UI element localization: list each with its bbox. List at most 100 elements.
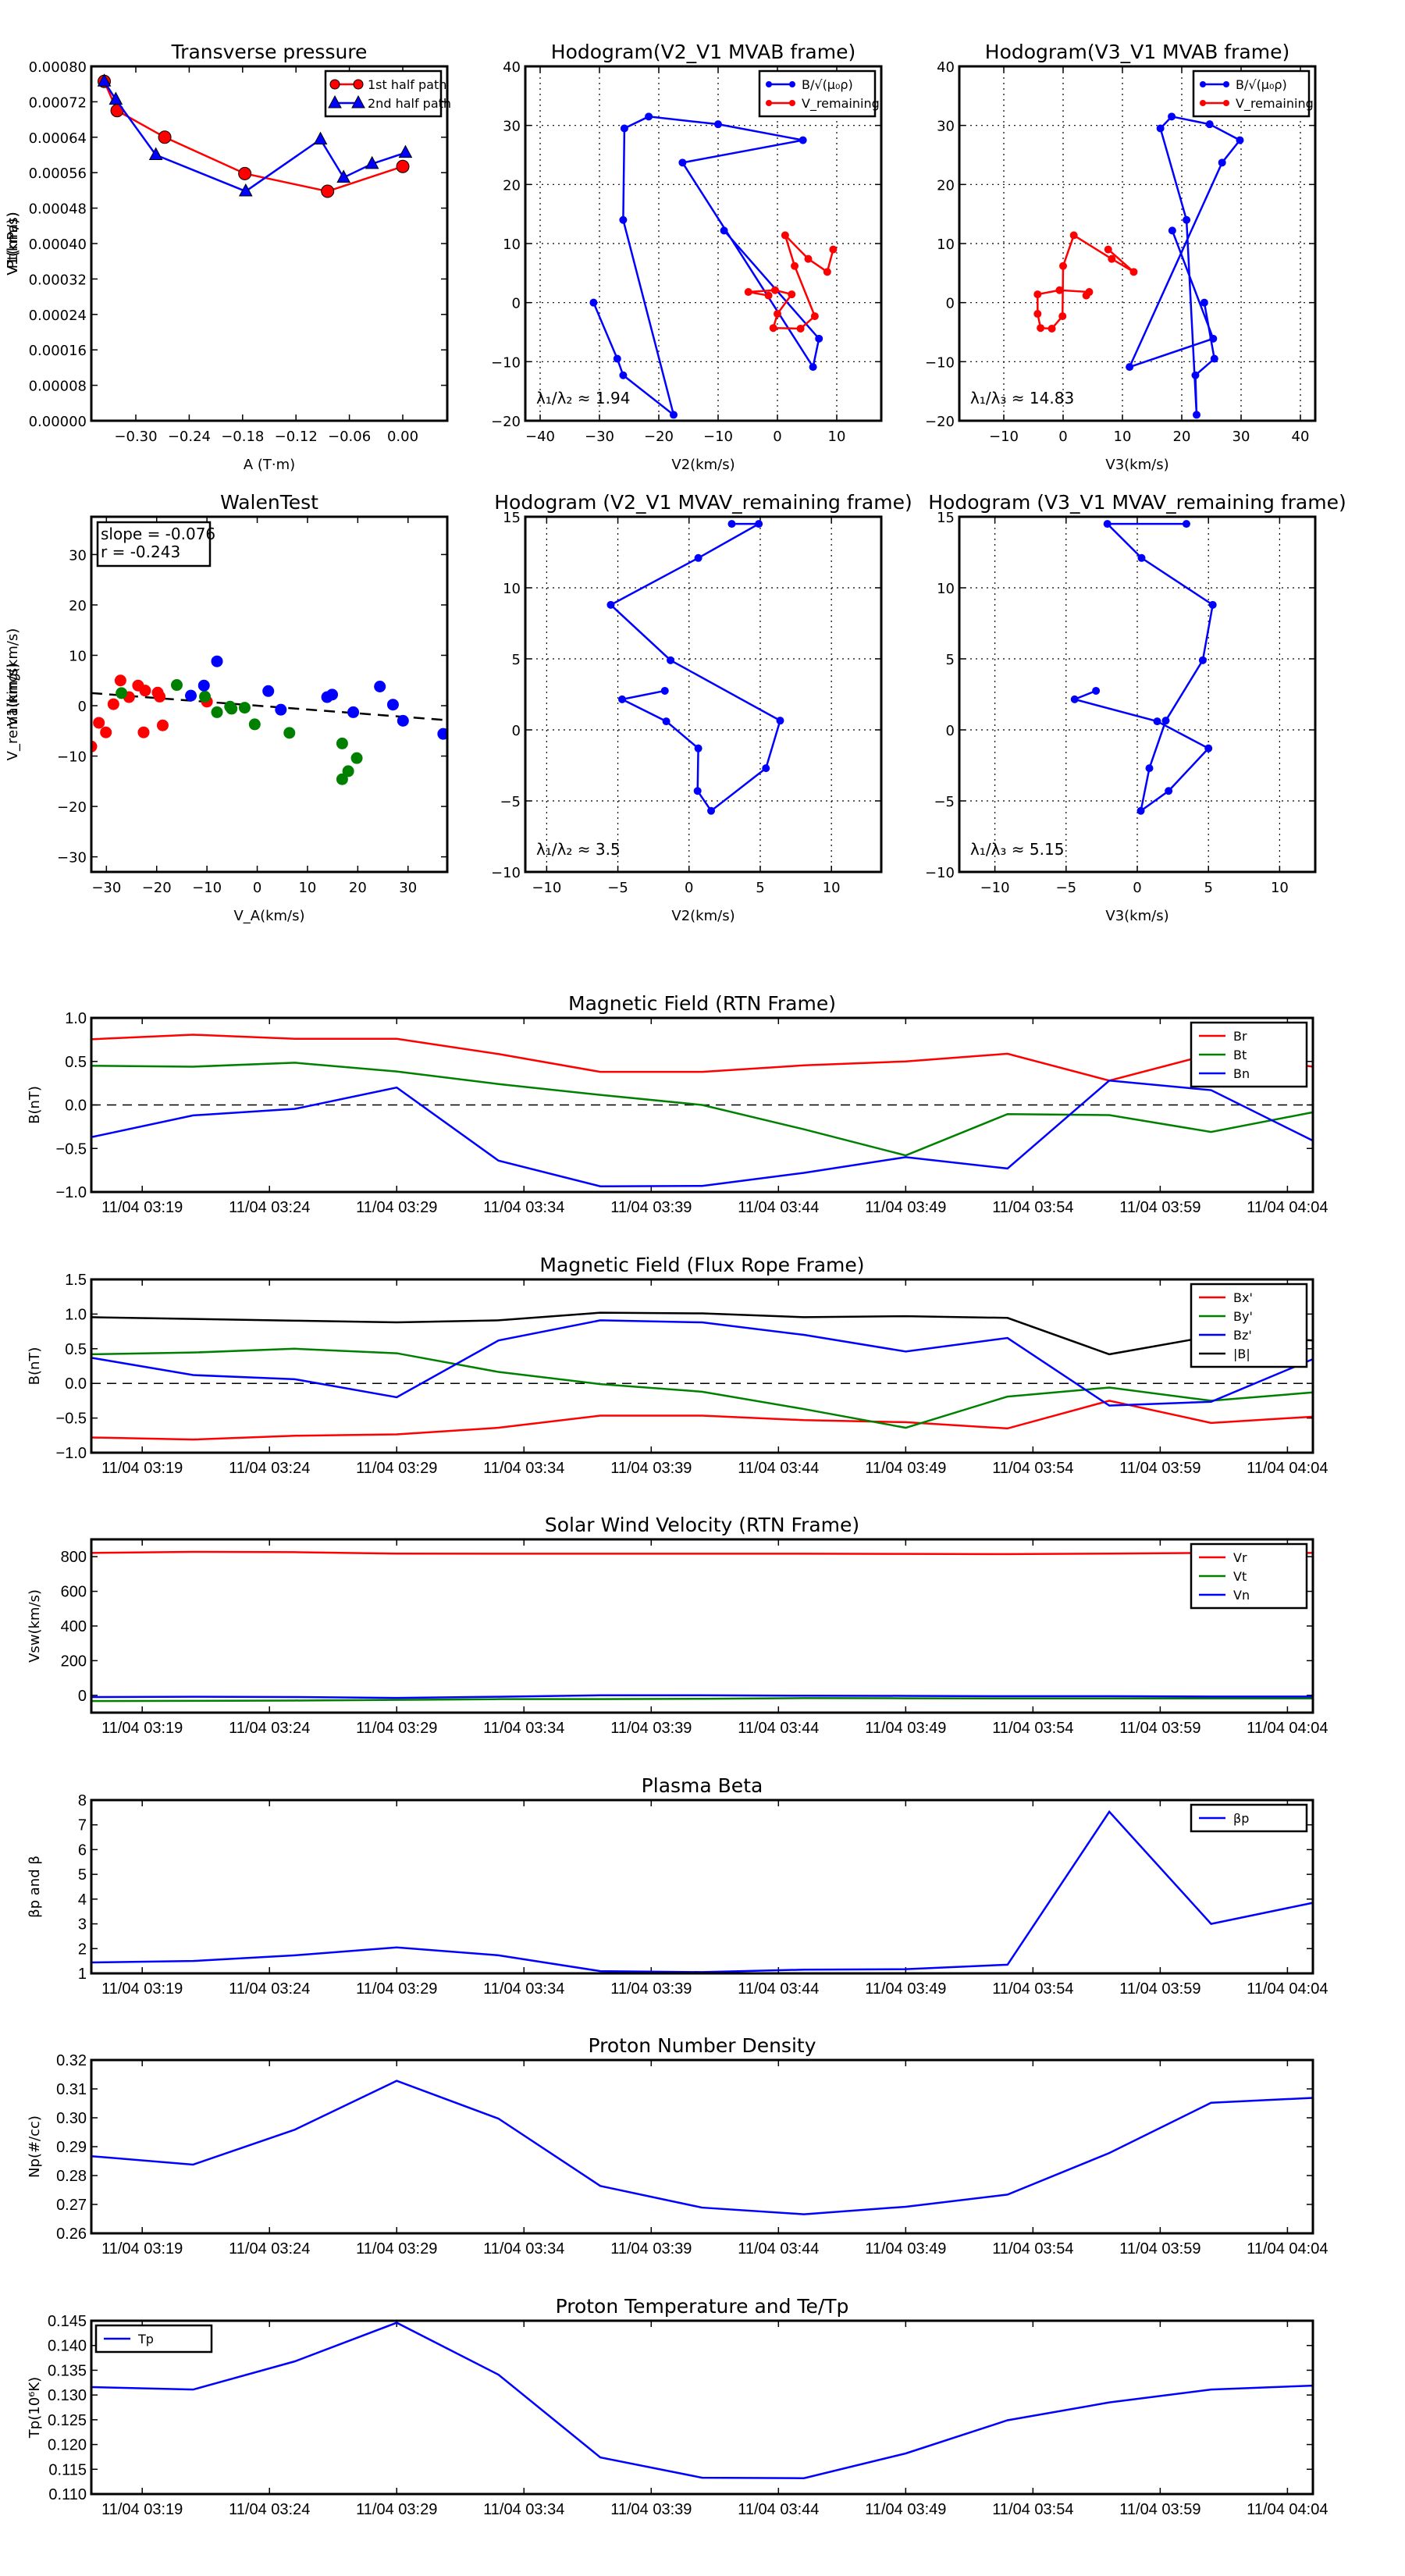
plot-frame — [90, 65, 449, 422]
chart-title: Hodogram(V3_V1 MVAB frame) — [985, 41, 1289, 63]
chart-title: Solar Wind Velocity (RTN Frame) — [545, 1514, 859, 1536]
series-line — [91, 1062, 1314, 1157]
y-tick-label: 0.00064 — [29, 130, 87, 147]
data-point — [613, 354, 621, 363]
x-tick-label: 11/04 04:04 — [1247, 2501, 1328, 2518]
legend-label: Vn — [1233, 1588, 1250, 1603]
x-tick-label: 30 — [399, 880, 417, 896]
data-point — [238, 166, 252, 180]
data-point — [100, 726, 112, 738]
data-point — [137, 726, 150, 738]
data-point — [197, 679, 210, 692]
legend-label: B/√(μ₀ρ) — [1236, 77, 1287, 92]
x-tick-label: 11/04 03:59 — [1119, 1720, 1200, 1737]
x-tick-label: 11/04 03:39 — [610, 1199, 692, 1216]
x-tick-label: −5 — [607, 880, 628, 896]
x-tick-label: 11/04 03:49 — [865, 1980, 946, 1998]
data-point — [350, 752, 363, 764]
legend-label: Bx' — [1233, 1290, 1253, 1305]
legend: B/√(μ₀ρ) V_remaining — [1192, 69, 1314, 118]
data-point — [620, 124, 628, 133]
data-point — [108, 91, 123, 105]
series-line — [91, 1079, 1314, 1188]
data-point — [1198, 656, 1207, 664]
series-line — [91, 1034, 1314, 1082]
legend-label: 1st half path — [368, 77, 446, 92]
legend-label: βp — [1233, 1811, 1249, 1826]
y-axis-label: Vsw(km/s) — [27, 1589, 43, 1663]
legend: Br Bt Bn — [1190, 1021, 1308, 1088]
y-tick-label: 0.00072 — [29, 94, 87, 111]
data-point — [262, 685, 275, 697]
series-line — [1037, 233, 1135, 330]
x-tick-label: −0.12 — [275, 429, 318, 445]
data-point — [248, 718, 261, 731]
y-tick-label: 0.00080 — [29, 59, 87, 76]
data-point — [1033, 310, 1042, 318]
x-tick-label: −10 — [192, 880, 222, 896]
data-point — [328, 94, 342, 109]
data-point — [156, 719, 169, 731]
data-point — [238, 183, 253, 197]
plot-frame — [958, 515, 1317, 873]
legend-label: Vt — [1233, 1569, 1247, 1584]
data-point — [353, 79, 364, 90]
legend-label: By' — [1233, 1309, 1253, 1324]
legend-label: V_remaining — [802, 96, 880, 112]
y-tick-label: 15 — [937, 510, 955, 526]
legend-label: Br — [1233, 1029, 1247, 1044]
data-point — [1156, 124, 1165, 133]
chart-title: Hodogram(V2_V1 MVAB frame) — [551, 41, 855, 63]
plot-frame — [90, 1278, 1314, 1454]
chart-vsw: Solar Wind Velocity (RTN Frame) 0 200 400 60… — [27, 1514, 1328, 1737]
data-point — [238, 702, 251, 714]
data-point — [321, 184, 335, 198]
x-tick-label: 11/04 03:34 — [483, 1720, 564, 1737]
plot-area — [589, 112, 838, 419]
y-tick-label: 0.0 — [65, 1098, 87, 1115]
x-tick-label: 0 — [1133, 880, 1141, 896]
y-tick-label: 0.130 — [48, 2387, 87, 2404]
data-point — [93, 717, 105, 729]
x-tick-label: 11/04 03:54 — [992, 1199, 1073, 1216]
data-point — [1048, 324, 1056, 333]
data-point — [336, 773, 348, 785]
y-tick-label: 1.0 — [65, 1010, 87, 1027]
y-tick-label: 200 — [61, 1653, 87, 1670]
plot-area — [606, 520, 784, 815]
data-point — [645, 112, 653, 121]
x-tick-label: 0 — [685, 880, 693, 896]
x-tick-label: 11/04 03:44 — [738, 1980, 819, 1998]
data-point — [336, 737, 348, 749]
x-tick-label: 11/04 03:44 — [738, 1720, 819, 1737]
data-point — [1200, 298, 1208, 307]
data-point — [1092, 686, 1101, 695]
chart-b_rtn: Magnetic Field (RTN Frame) −1.0 −0.5 0.0 0.5… — [27, 992, 1328, 1216]
x-tick-label: 10 — [828, 429, 846, 445]
y-tick-label: 0.00008 — [29, 379, 87, 395]
plot-frame — [958, 65, 1317, 422]
series-line — [91, 1347, 1314, 1429]
legend: Vr Vt Vn — [1190, 1542, 1308, 1610]
data-point — [789, 81, 795, 87]
legend-label: Bt — [1233, 1048, 1247, 1062]
y-tick-label: 0.32 — [56, 2052, 87, 2069]
data-point — [158, 130, 172, 144]
legend-label: Bz' — [1233, 1328, 1252, 1343]
data-point — [342, 765, 354, 777]
plot-area — [1033, 112, 1244, 419]
chart-title: Magnetic Field (Flux Rope Frame) — [539, 1254, 864, 1276]
y-tick-label: −30 — [57, 850, 87, 866]
x-tick-label: 5 — [756, 880, 764, 896]
series-line — [91, 1550, 1313, 1556]
y-tick-label: 0 — [946, 296, 955, 312]
chart-title: Proton Temperature and Te/Tp — [556, 2295, 849, 2318]
data-point — [766, 100, 772, 106]
data-point — [97, 73, 112, 87]
data-point — [720, 226, 728, 235]
r-text: r = -0.243 — [101, 543, 180, 561]
data-point — [1168, 226, 1176, 235]
x-tick-label: 11/04 03:44 — [738, 1460, 819, 1477]
data-point — [1055, 286, 1064, 294]
plot-area — [97, 73, 413, 198]
